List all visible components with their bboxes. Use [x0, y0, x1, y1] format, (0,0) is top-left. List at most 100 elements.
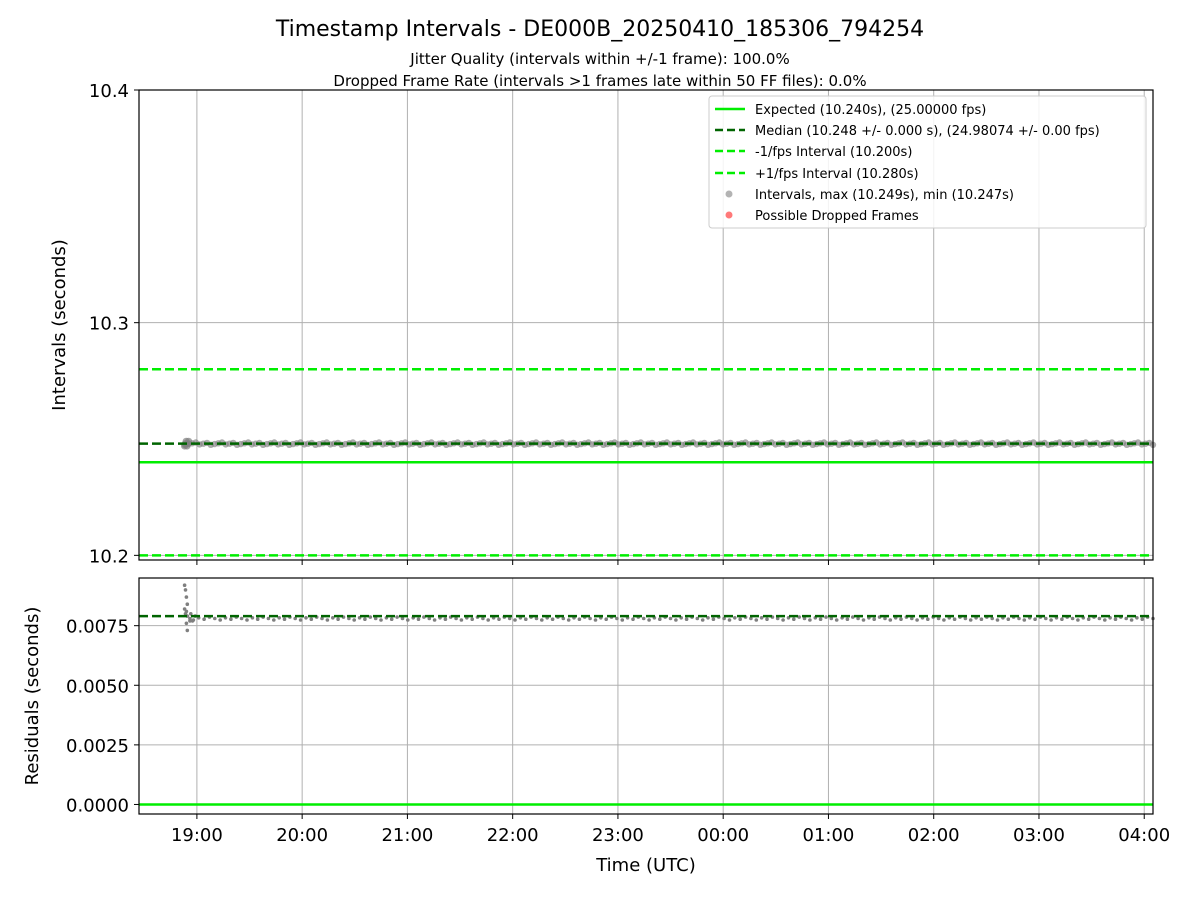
y-tick-label: 0.0025: [66, 736, 129, 757]
residual-point: [540, 618, 544, 622]
x-tick-label: 00:00: [697, 825, 749, 846]
intervals-frame: [138, 89, 1154, 561]
residual-point: [792, 617, 796, 621]
residual-point: [899, 617, 903, 621]
x-tick-label: 01:00: [803, 825, 855, 846]
residual-point: [266, 616, 271, 621]
x-tick-label: 23:00: [592, 825, 644, 846]
residual-point: [910, 616, 914, 621]
residual-point: [486, 618, 491, 622]
residual-point: [255, 617, 260, 621]
residual-point: [818, 617, 823, 621]
residual-point: [432, 618, 437, 622]
residual-point: [1140, 617, 1145, 621]
x-tick-label: 03:00: [1013, 825, 1065, 846]
residual-point: [979, 617, 984, 621]
residual-point: [802, 616, 807, 621]
residuals-reference-lines: [139, 614, 1153, 806]
residual-point: [668, 616, 673, 621]
residual-point: [282, 617, 287, 621]
y-tick-label: 0.0075: [66, 617, 129, 638]
legend-intervals-swatch: [725, 190, 733, 198]
residual-point: [336, 617, 340, 621]
residual-point: [507, 616, 512, 621]
residual-point: [320, 616, 324, 621]
residual-point: [524, 617, 528, 621]
residual-point: [213, 616, 217, 621]
residual-point: [995, 618, 1000, 622]
residual-point: [202, 617, 206, 621]
residual-point: [1129, 618, 1134, 622]
residual-point: [968, 618, 973, 622]
residuals-panel: 0.0000 0.0025 0.0050 0.0075 19:00 20:00 21:00…: [22, 577, 1170, 876]
residual-point: [1124, 616, 1128, 621]
residual-point: [368, 615, 373, 619]
residual-point: [631, 617, 635, 621]
residual-point: [883, 616, 887, 621]
residual-point: [695, 616, 700, 621]
residuals-points: [182, 583, 1155, 633]
residual-point: [184, 621, 189, 626]
residual-point: [936, 616, 941, 621]
chart-subtitle-jitter: Jitter Quality (intervals within +/-1 fr…: [409, 50, 789, 68]
residual-point: [400, 616, 405, 621]
residual-point: [593, 618, 598, 622]
residual-point: [615, 616, 619, 621]
legend: Expected (10.240s), (25.00000 fps) Media…: [708, 95, 1147, 229]
y-tick-label: 10.3: [89, 314, 129, 335]
residual-point: [443, 617, 448, 621]
x-tick-label: 04:00: [1118, 825, 1170, 846]
residual-point: [185, 602, 190, 606]
residual-point: [658, 617, 662, 621]
x-tick-label: 02:00: [908, 825, 960, 846]
residual-point: [1006, 617, 1011, 621]
residual-point: [926, 617, 930, 621]
residual-point: [513, 618, 517, 622]
residual-point: [990, 616, 994, 621]
residual-point: [272, 618, 276, 622]
residual-point: [561, 616, 566, 621]
legend-dropped-label: Possible Dropped Frames: [755, 209, 919, 224]
residual-point: [824, 615, 828, 619]
residual-point: [963, 616, 968, 621]
residual-point: [727, 618, 732, 622]
x-tick-label: 22:00: [487, 825, 539, 846]
residual-point: [497, 617, 501, 621]
residual-point: [325, 618, 330, 622]
residual-point: [184, 609, 189, 614]
legend-minus-fps-label: -1/fps Interval (10.200s): [755, 145, 912, 160]
chart-subtitle-dropped: Dropped Frame Rate (intervals >1 frames …: [333, 72, 866, 90]
residual-point: [481, 616, 485, 621]
residual-point: [352, 618, 357, 622]
residuals-x-ticks: 19:00 20:00 21:00 22:00 23:00 00:00 01:00 02:00…: [171, 814, 1170, 846]
legend-plus-fps-label: +1/fps Interval (10.280s): [755, 167, 919, 182]
residual-point: [1033, 617, 1037, 621]
residual-point: [1070, 616, 1075, 621]
chart-title: Timestamp Intervals - DE000B_20250410_18…: [275, 17, 924, 42]
residual-point: [459, 618, 464, 622]
legend-median-label: Median (10.248 +/- 0.000 s), (24.98074 +…: [755, 124, 1100, 139]
residual-point: [1049, 618, 1053, 622]
residual-point: [298, 618, 303, 622]
residual-point: [191, 618, 196, 622]
residual-point: [754, 618, 759, 622]
residual-point: [245, 618, 249, 622]
residual-point: [229, 617, 233, 621]
x-tick-label: 20:00: [276, 825, 328, 846]
residual-point: [184, 595, 189, 599]
residual-point: [1103, 618, 1107, 622]
residual-point: [829, 616, 834, 621]
residual-point: [293, 616, 298, 621]
legend-dropped-swatch: [725, 211, 733, 219]
residual-point: [888, 618, 893, 622]
residual-point: [182, 583, 187, 587]
residual-point: [183, 588, 188, 592]
x-tick-label: 19:00: [171, 825, 223, 846]
residual-point: [1060, 617, 1064, 621]
residual-point: [470, 617, 475, 621]
residual-point: [454, 616, 458, 621]
intervals-x-ticks: [196, 560, 1145, 565]
residual-point: [733, 616, 737, 620]
residual-point: [373, 616, 378, 621]
